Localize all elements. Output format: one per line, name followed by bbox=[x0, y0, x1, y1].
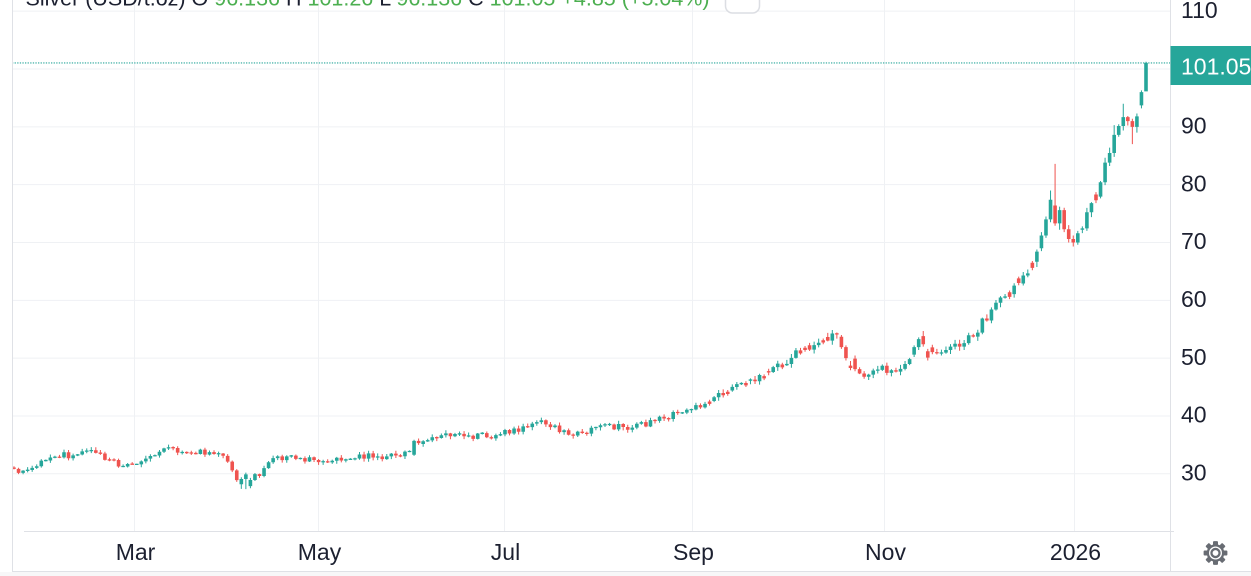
svg-text:May: May bbox=[298, 539, 342, 565]
svg-text:Sep: Sep bbox=[673, 539, 714, 565]
svg-text:70: 70 bbox=[1181, 228, 1207, 254]
svg-text:110: 110 bbox=[1181, 0, 1218, 23]
svg-text:Jul: Jul bbox=[491, 539, 520, 565]
svg-text:Mar: Mar bbox=[116, 539, 156, 565]
svg-text:40: 40 bbox=[1181, 402, 1207, 428]
svg-text:Silver (USD/t.oz) O 96.136 H 1: Silver (USD/t.oz) O 96.136 H 101.26 L 96… bbox=[26, 0, 710, 11]
svg-text:90: 90 bbox=[1181, 112, 1207, 138]
svg-text:80: 80 bbox=[1181, 170, 1207, 196]
svg-text:50: 50 bbox=[1181, 344, 1207, 370]
svg-text:60: 60 bbox=[1181, 286, 1207, 312]
svg-text:30: 30 bbox=[1181, 459, 1207, 485]
svg-text:101.05: 101.05 bbox=[1181, 54, 1251, 80]
svg-text:2026: 2026 bbox=[1050, 539, 1101, 565]
svg-text:Nov: Nov bbox=[865, 539, 906, 565]
